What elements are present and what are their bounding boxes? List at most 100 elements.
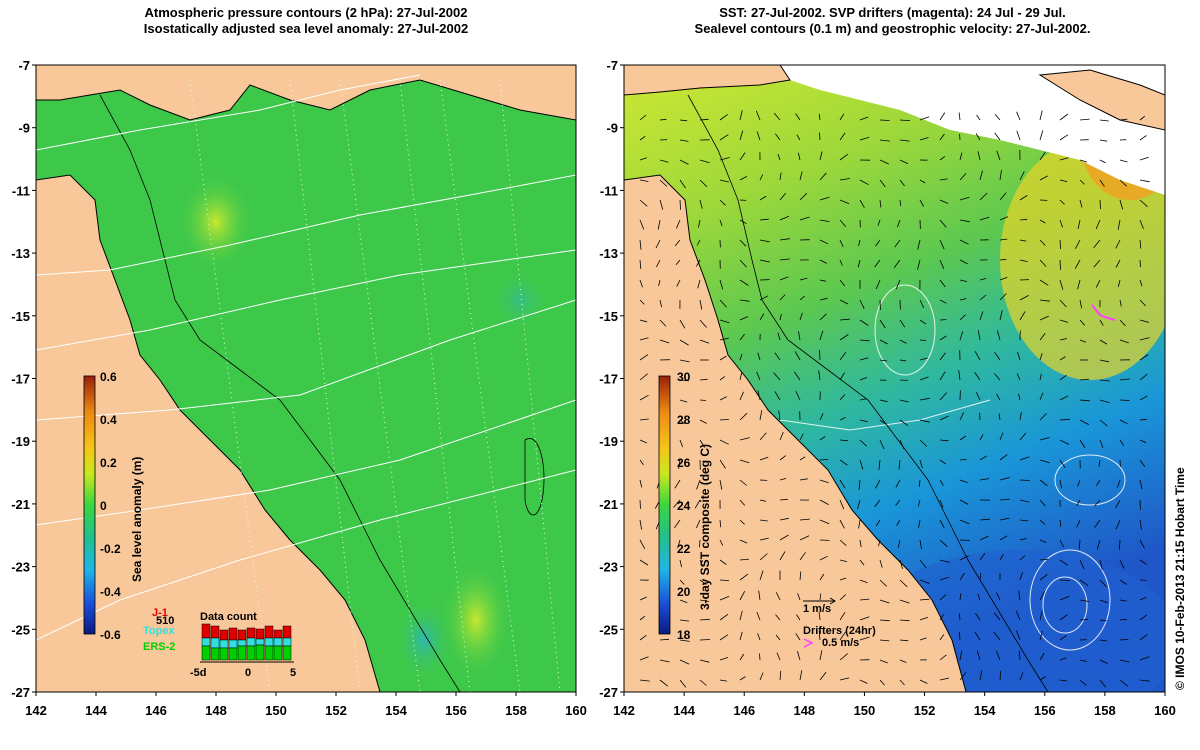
velocity-arrow — [1039, 130, 1044, 141]
velocity-arrow — [1059, 279, 1064, 290]
velocity-arrow — [919, 598, 930, 601]
velocity-arrow — [939, 614, 945, 621]
velocity-arrow — [1019, 672, 1024, 681]
sst-colorbar — [658, 375, 671, 635]
velocity-arrow — [779, 193, 786, 201]
velocity-arrow — [796, 134, 801, 141]
velocity-arrow — [979, 478, 990, 481]
velocity-arrow — [1119, 439, 1125, 446]
velocity-arrow — [759, 432, 767, 441]
left-lat-tick-label: -15 — [11, 309, 30, 324]
velocity-arrow — [1139, 337, 1150, 341]
velocity-arrow — [799, 552, 806, 561]
velocity-arrow — [639, 439, 648, 444]
velocity-arrow — [1059, 395, 1069, 401]
velocity-arrow — [1018, 393, 1021, 401]
velocity-arrow — [659, 118, 667, 121]
left-title-line1: Atmospheric pressure contours (2 hPa): 2… — [144, 5, 468, 20]
velocity-arrow — [779, 431, 784, 441]
velocity-arrow — [839, 334, 849, 341]
velocity-arrow — [699, 378, 708, 381]
velocity-arrow — [879, 619, 890, 622]
velocity-arrow — [1019, 412, 1022, 421]
png-landmass-right — [624, 65, 791, 96]
velocity-arrow — [739, 412, 748, 421]
velocity-arrow — [699, 639, 711, 641]
velocity-arrow — [1019, 218, 1028, 221]
right-lon-tick-label: 146 — [733, 703, 755, 718]
velocity-legend: 1 m/s Drifters (24hr) 0.5 m/s — [803, 597, 876, 649]
sst-colorbar-label: 3-day SST composite (deg C) — [698, 444, 712, 610]
velocity-arrow — [1019, 432, 1027, 441]
velocity-arrow — [976, 114, 981, 121]
velocity-arrow — [1075, 239, 1081, 249]
velocity-arrow — [639, 299, 645, 305]
velocity-arrow — [1079, 299, 1082, 309]
velocity-arrow — [919, 319, 927, 325]
velocity-arrow — [895, 479, 901, 488]
velocity-arrow — [799, 277, 808, 281]
velocity-arrow — [1019, 311, 1026, 321]
velocity-arrow — [919, 199, 925, 207]
velocity-arrow — [1059, 338, 1067, 341]
velocity-arrow — [1019, 519, 1029, 522]
velocity-arrow — [1119, 378, 1130, 381]
velocity-arrow — [1059, 559, 1068, 566]
velocity-arrow — [839, 199, 850, 205]
velocity-arrow — [1039, 239, 1046, 246]
velocity-arrow — [879, 359, 888, 362]
left-lat-tick-label: -11 — [12, 183, 30, 198]
velocity-arrow — [779, 498, 788, 501]
velocity-scale-label: 1 m/s — [803, 603, 831, 615]
velocity-arrow — [1059, 519, 1062, 527]
velocity-arrow — [994, 113, 1001, 121]
left-lat-tick-label: -21 — [11, 497, 30, 512]
velocity-arrow — [1079, 559, 1085, 570]
velocity-arrow — [899, 679, 905, 686]
velocity-arrow — [1119, 299, 1122, 307]
velocity-arrow — [775, 133, 781, 141]
velocity-arrow — [859, 598, 870, 601]
velocity-arrow — [639, 615, 646, 621]
velocity-arrow — [917, 239, 921, 250]
data-count-bars — [201, 623, 292, 661]
velocity-arrow — [759, 218, 769, 221]
left-map — [36, 65, 576, 692]
velocity-arrow — [719, 439, 729, 445]
velocity-arrow — [1077, 219, 1081, 229]
velocity-arrow — [699, 679, 707, 686]
left-lat-tick-label: -23 — [11, 560, 30, 575]
velocity-arrow — [839, 631, 846, 641]
velocity-arrow — [879, 659, 888, 664]
data-count-legend: J-1 510 Topex ERS-2 Data count -5d 0 5 — [143, 607, 296, 679]
velocity-arrow — [1139, 135, 1147, 141]
velocity-arrow — [1115, 499, 1121, 509]
left-lon-tick-label: 144 — [85, 703, 107, 718]
velocity-arrow — [1139, 439, 1147, 444]
velocity-arrow — [1016, 111, 1021, 121]
velocity-arrow — [1059, 219, 1063, 228]
velocity-arrow — [719, 199, 726, 206]
velocity-arrow — [819, 219, 830, 222]
velocity-arrow — [1059, 374, 1067, 381]
png-islands-right — [1038, 69, 1165, 131]
velocity-arrow — [639, 656, 649, 661]
data-count-tick-neg5: -5d — [190, 667, 207, 679]
velocity-arrow — [1139, 354, 1149, 361]
velocity-arrow — [1099, 579, 1107, 587]
velocity-arrow — [1099, 379, 1110, 382]
velocity-arrow — [919, 419, 930, 423]
velocity-arrow — [639, 279, 643, 288]
velocity-arrow — [696, 519, 701, 529]
sla-high-anomaly-south — [440, 560, 512, 680]
velocity-arrow — [839, 479, 846, 489]
velocity-arrow — [694, 499, 701, 509]
velocity-arrow — [759, 313, 765, 321]
velocity-arrow — [799, 518, 810, 521]
left-lon-tick-label: 146 — [145, 703, 167, 718]
velocity-arrow — [739, 239, 747, 247]
velocity-arrow — [959, 519, 970, 525]
velocity-arrow — [874, 259, 881, 268]
velocity-arrow — [918, 519, 921, 528]
velocity-arrow — [1079, 599, 1090, 602]
